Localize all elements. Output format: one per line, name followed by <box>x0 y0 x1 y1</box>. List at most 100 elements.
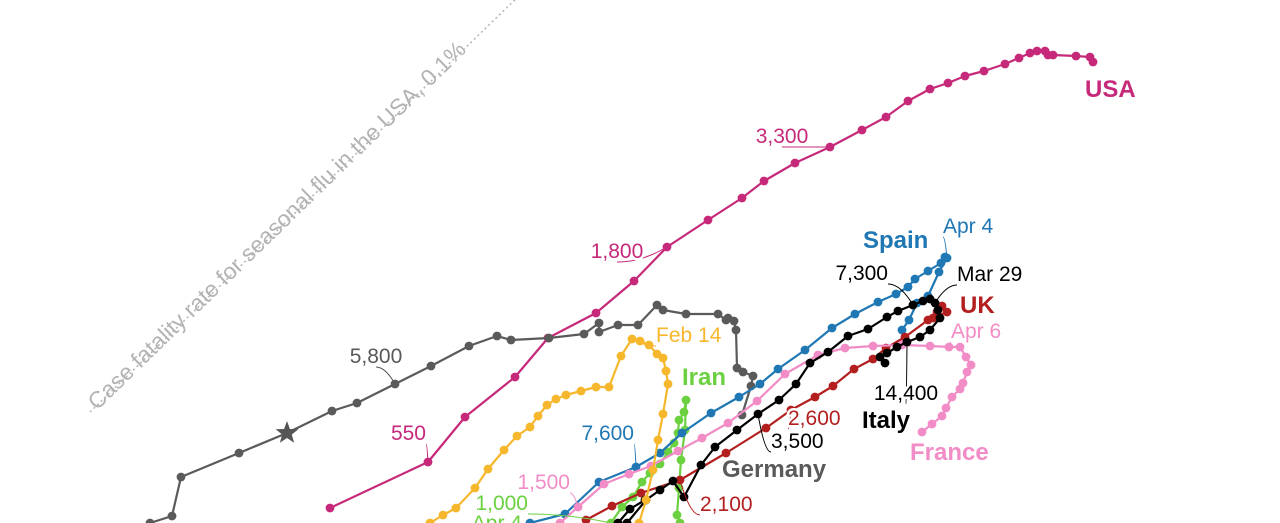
data-point-italy <box>893 306 903 316</box>
annotation-label: 14,400 <box>874 382 938 405</box>
data-point-uk <box>810 392 820 402</box>
data-point-china <box>542 400 552 410</box>
annotation-label: 3,300 <box>756 125 809 148</box>
data-point-uk <box>607 501 617 511</box>
data-point-usa <box>1088 57 1098 67</box>
data-point-usa <box>943 78 953 88</box>
data-point-spain <box>934 267 944 277</box>
data-point-spain <box>706 408 716 418</box>
data-point-italy <box>823 347 833 357</box>
data-point-spain <box>891 289 901 299</box>
data-point-germany <box>633 320 643 330</box>
annotation-label: Apr 4 <box>943 215 994 238</box>
series-label-uk: UK <box>960 292 995 319</box>
data-point-germany <box>681 309 691 319</box>
data-point-france <box>917 427 927 437</box>
annotation-leader <box>633 443 637 468</box>
data-point-spain <box>755 379 765 389</box>
data-point-france <box>937 411 947 421</box>
data-point-usa <box>857 125 867 135</box>
data-point-china <box>616 351 626 361</box>
data-point-france <box>955 342 965 352</box>
annotation-leader <box>569 492 579 508</box>
data-point-spain <box>734 392 744 402</box>
data-point-uk <box>636 488 646 498</box>
data-point-germany <box>464 341 474 351</box>
annotation-leader <box>616 246 668 263</box>
data-point-china <box>533 411 543 421</box>
data-point-uk <box>868 354 878 364</box>
data-point-iran <box>681 395 691 405</box>
annotation-leader <box>887 283 914 306</box>
annotation-label: 550 <box>391 422 426 445</box>
data-point-usa <box>510 372 520 382</box>
data-point-italy <box>668 476 678 486</box>
data-point-germany <box>544 333 554 343</box>
data-point-china <box>470 483 480 493</box>
data-point-iran <box>617 502 627 512</box>
data-point-uk <box>849 364 859 374</box>
series-label-usa: USA <box>1085 76 1136 103</box>
data-point-germany <box>234 448 244 458</box>
data-point-iran <box>637 477 647 487</box>
annotation-leader <box>631 338 657 347</box>
data-point-france <box>925 341 935 351</box>
annotation-label: 7,300 <box>835 262 888 285</box>
data-point-iran <box>672 510 682 520</box>
data-point-spain <box>910 274 920 284</box>
annotation-leader <box>375 366 396 385</box>
data-point-china <box>653 435 663 445</box>
annotation-label: 2,600 <box>788 407 841 430</box>
data-point-germany <box>748 371 758 381</box>
data-point-uk <box>581 515 591 523</box>
data-point-spain <box>923 266 933 276</box>
annotation-label: 1,800 <box>591 240 644 263</box>
data-point-spain <box>773 364 783 374</box>
data-point-italy <box>933 305 943 315</box>
data-point-france <box>868 341 878 351</box>
data-point-uk <box>828 381 838 391</box>
data-point-spain <box>827 323 837 333</box>
data-point-china <box>438 510 448 520</box>
data-point-france <box>955 384 965 394</box>
data-point-france <box>624 469 634 479</box>
data-point-usa <box>703 215 713 225</box>
data-point-usa <box>1032 46 1042 56</box>
annotation-leader <box>942 236 948 259</box>
data-point-germany <box>738 367 748 377</box>
annotation-leader <box>934 284 958 304</box>
data-point-france <box>723 418 733 428</box>
data-point-china <box>591 382 601 392</box>
data-point-usa <box>1071 51 1081 61</box>
data-point-france <box>697 433 707 443</box>
data-point-usa <box>737 193 747 203</box>
annotation-label: 1,500 <box>517 471 570 494</box>
data-point-spain <box>655 448 665 458</box>
data-point-germany <box>658 305 668 315</box>
data-point-usa <box>925 84 935 94</box>
data-point-china <box>658 409 668 419</box>
data-point-italy <box>805 358 815 368</box>
data-point-italy <box>935 313 945 323</box>
data-point-italy <box>925 325 935 335</box>
annotation-label: Apr 6 <box>951 320 1001 343</box>
data-point-usa <box>1048 50 1058 60</box>
data-point-china <box>641 495 651 505</box>
data-point-france <box>947 392 957 402</box>
data-point-iran <box>679 407 689 417</box>
series-china <box>425 334 673 523</box>
data-point-germany <box>145 518 155 523</box>
data-point-china <box>512 431 522 441</box>
data-point-china <box>499 445 509 455</box>
data-point-usa <box>979 66 989 76</box>
data-point-italy <box>843 331 853 341</box>
data-point-france <box>941 403 951 413</box>
data-point-usa <box>903 96 913 106</box>
series-germany <box>145 300 758 523</box>
data-point-italy-extra <box>625 504 635 514</box>
data-point-usa <box>759 176 769 186</box>
data-point-germany <box>352 398 362 408</box>
data-point-china <box>425 518 435 523</box>
data-point-france <box>961 352 971 362</box>
